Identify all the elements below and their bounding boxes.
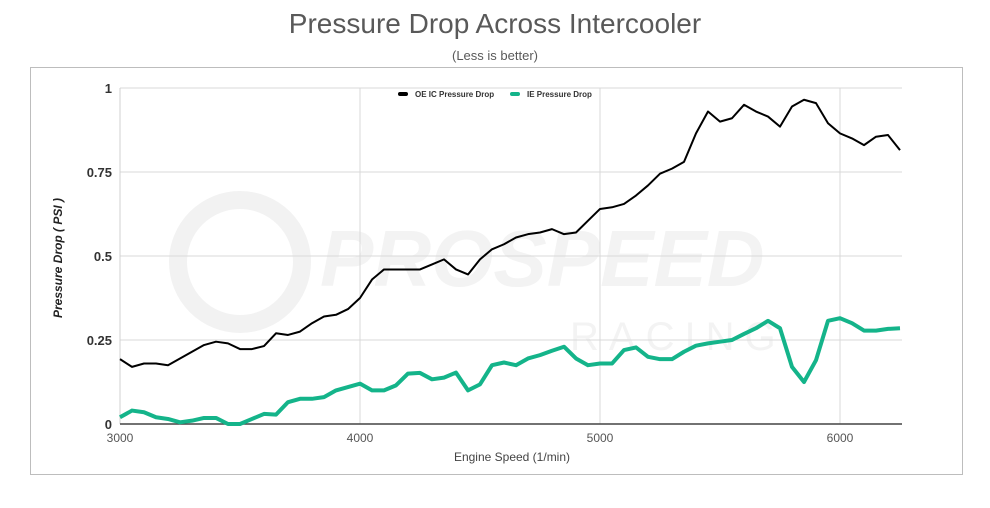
series-line-oe-ic <box>119 98 901 368</box>
y-tick-label: 0.75 <box>87 165 112 180</box>
legend-label: IE Pressure Drop <box>527 90 592 99</box>
x-tick-label: 5000 <box>587 431 614 445</box>
legend-swatch <box>398 92 408 96</box>
watermark-text: PROSPEED <box>320 214 765 303</box>
y-tick-label: 0 <box>105 417 112 432</box>
chart-subtitle: (Less is better) <box>452 48 538 63</box>
x-tick-label: 4000 <box>347 431 374 445</box>
chart-frame <box>30 67 963 475</box>
y-axis-label: Pressure Drop ( PSI ) <box>51 198 65 318</box>
x-axis-label: Engine Speed (1/min) <box>454 450 570 464</box>
watermark-logo-icon <box>169 191 311 333</box>
y-tick-label: 0.5 <box>94 249 112 264</box>
chart-title: Pressure Drop Across Intercooler <box>288 8 702 39</box>
series-line-ie <box>119 316 901 426</box>
x-tick-label: 6000 <box>827 431 854 445</box>
x-tick-label: 3000 <box>107 431 134 445</box>
legend-label: OE IC Pressure Drop <box>415 90 494 99</box>
y-tick-label: 1 <box>105 81 112 96</box>
watermark-subtext: RACING <box>570 315 786 359</box>
y-tick-label: 0.25 <box>87 333 112 348</box>
legend-swatch <box>510 92 520 96</box>
